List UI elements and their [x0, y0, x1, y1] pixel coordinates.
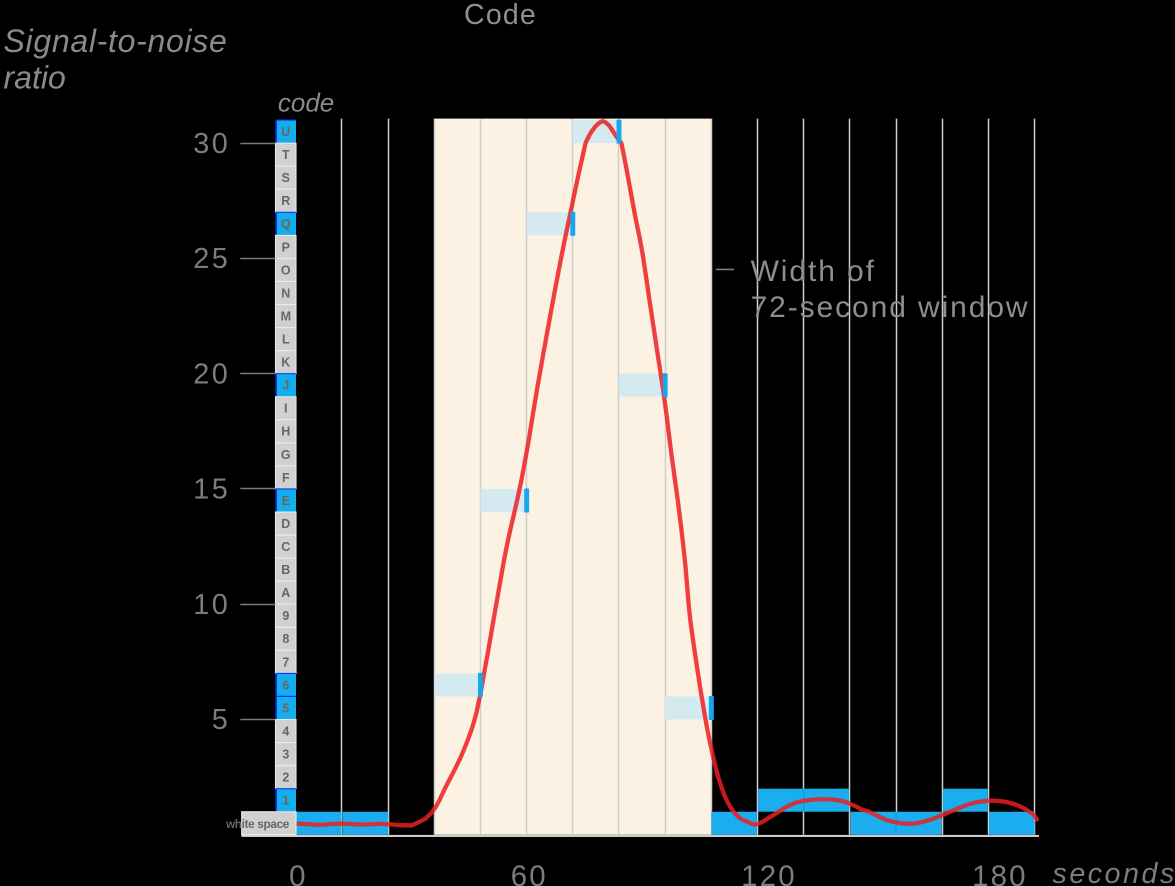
- svg-text:10: 10: [193, 589, 230, 621]
- svg-text:20: 20: [193, 358, 230, 390]
- svg-text:15: 15: [193, 474, 230, 506]
- svg-text:G: G: [281, 448, 291, 462]
- svg-text:A: A: [281, 586, 290, 600]
- svg-text:0: 0: [289, 860, 308, 886]
- svg-text:code: code: [278, 88, 334, 118]
- svg-text:T: T: [282, 148, 290, 162]
- svg-text:5: 5: [282, 701, 289, 715]
- svg-text:D: D: [281, 517, 290, 531]
- svg-text:S: S: [282, 171, 290, 185]
- svg-text:30: 30: [193, 128, 230, 160]
- svg-text:L: L: [282, 333, 290, 347]
- svg-text:U: U: [281, 125, 290, 139]
- svg-text:white space: white space: [225, 817, 290, 831]
- svg-text:2: 2: [282, 771, 289, 785]
- svg-text:9: 9: [282, 609, 289, 623]
- svg-text:Code: Code: [464, 0, 537, 31]
- svg-text:3: 3: [282, 748, 289, 762]
- svg-text:180: 180: [972, 860, 1028, 886]
- svg-text:O: O: [281, 263, 291, 277]
- svg-text:Signal-to-noise: Signal-to-noise: [4, 23, 228, 59]
- svg-text:N: N: [281, 286, 290, 300]
- svg-text:ratio: ratio: [4, 60, 66, 96]
- svg-text:P: P: [282, 240, 290, 254]
- svg-text:B: B: [281, 563, 290, 577]
- svg-text:M: M: [281, 309, 291, 323]
- svg-text:4: 4: [282, 724, 289, 738]
- svg-text:K: K: [281, 356, 290, 370]
- svg-text:H: H: [281, 425, 290, 439]
- svg-text:7: 7: [282, 655, 289, 669]
- svg-text:R: R: [281, 194, 290, 208]
- svg-text:6: 6: [282, 678, 289, 692]
- svg-text:5: 5: [212, 704, 231, 736]
- svg-text:60: 60: [511, 860, 548, 886]
- svg-text:seconds: seconds: [1053, 858, 1175, 886]
- svg-text:C: C: [281, 540, 290, 554]
- svg-text:F: F: [282, 471, 290, 485]
- svg-text:8: 8: [282, 632, 289, 646]
- svg-text:Width of: Width of: [751, 255, 876, 288]
- svg-text:Q: Q: [281, 217, 291, 231]
- svg-text:25: 25: [193, 243, 230, 275]
- svg-text:E: E: [282, 494, 290, 508]
- svg-text:I: I: [284, 402, 287, 416]
- svg-text:1: 1: [282, 794, 289, 808]
- svg-text:J: J: [282, 379, 289, 393]
- svg-text:72-second window: 72-second window: [751, 291, 1030, 324]
- svg-text:120: 120: [741, 860, 797, 886]
